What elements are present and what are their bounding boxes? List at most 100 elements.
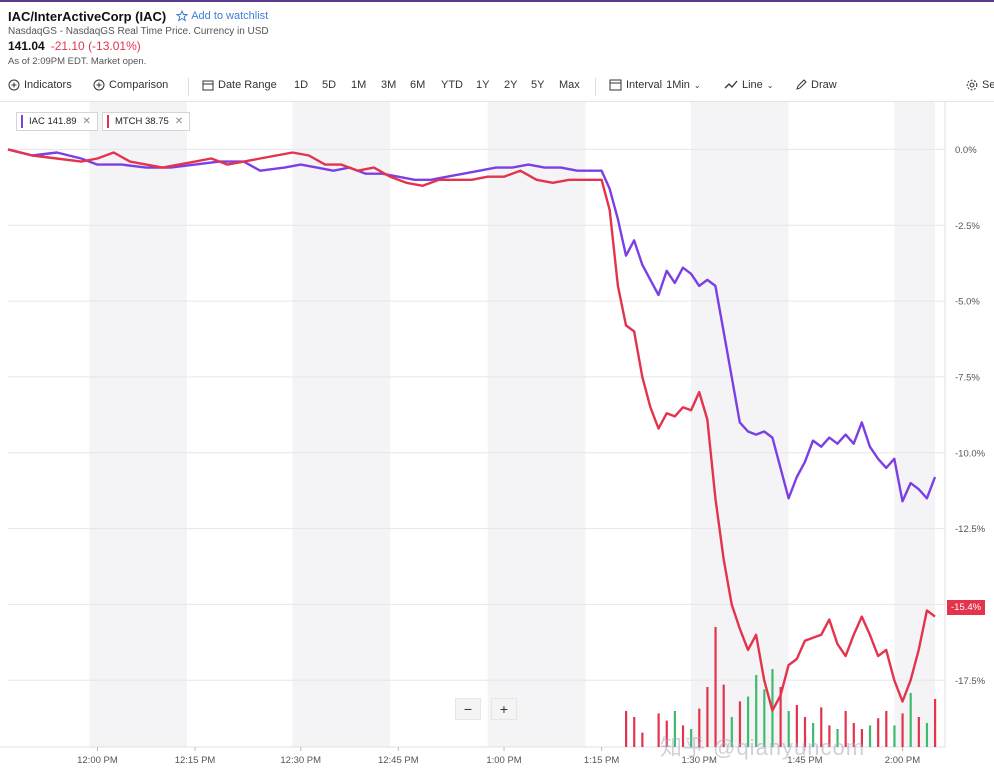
interval-value: 1Min: [666, 79, 690, 91]
volume-bar-2: [641, 732, 644, 747]
volume-bar-15: [755, 675, 758, 747]
range-6m[interactable]: 6M: [410, 79, 426, 91]
plus-circle-icon: [8, 79, 20, 91]
volume-bar-35: [917, 717, 920, 747]
shaded-time-band-3: [691, 102, 789, 747]
volume-bar-27: [852, 723, 855, 747]
draw-label: Draw: [811, 79, 837, 91]
range-2y[interactable]: 2Y: [504, 79, 518, 91]
x-tick-label-3: 12:45 PM: [378, 755, 419, 766]
volume-bar-9: [706, 687, 709, 747]
volume-bar-8: [698, 708, 701, 747]
x-tick-label-1: 12:15 PM: [175, 755, 216, 766]
chevron-down-icon: ⌄: [766, 80, 774, 90]
close-icon[interactable]: ✕: [82, 116, 91, 127]
add-to-watchlist-link[interactable]: Add to watchlist: [176, 10, 268, 22]
chip-iac-label: IAC 141.89: [29, 116, 77, 127]
zoom-controls: − +: [455, 698, 517, 720]
volume-bar-30: [877, 718, 880, 747]
volume-bar-18: [779, 687, 782, 747]
chart-type-select[interactable]: Line ⌄: [724, 79, 774, 91]
volume-bar-34: [909, 693, 912, 747]
chart-type-label: Line: [742, 79, 763, 91]
range-1d[interactable]: 1D: [294, 79, 309, 91]
x-tick-label-6: 1:30 PM: [681, 755, 716, 766]
indicators-button[interactable]: Indicators: [8, 79, 72, 91]
volume-bar-13: [738, 701, 742, 747]
calendar-icon: [202, 80, 214, 91]
chip-mtch[interactable]: MTCH 38.75 ✕: [101, 112, 191, 131]
draw-button[interactable]: Draw: [795, 79, 837, 91]
range-max[interactable]: Max: [559, 79, 580, 91]
series-color-marker: [106, 115, 109, 128]
volume-bar-37: [934, 699, 937, 747]
volume-bar-5: [673, 711, 676, 747]
chevron-down-icon: ⌄: [693, 80, 701, 90]
series-line-mtch: [7, 148, 936, 712]
pencil-icon: [796, 79, 807, 90]
top-accent-line: [0, 0, 994, 2]
interval-select[interactable]: Interval 1Min ⌄: [609, 79, 701, 91]
exchange-source: NasdaqGS - NasdaqGS Real Time Price. Cur…: [8, 26, 269, 37]
volume-bar-31: [885, 711, 888, 747]
range-5y[interactable]: 5Y: [531, 79, 545, 91]
zoom-in-button[interactable]: +: [491, 698, 517, 720]
y-tick-label-5: -12.5%: [955, 524, 986, 535]
price-change: -21.10 (-13.01%): [50, 39, 141, 53]
y-tick-label-0: 0.0%: [955, 145, 977, 156]
series-line-iac: [7, 148, 937, 503]
shaded-time-band-4: [894, 102, 935, 747]
chip-iac[interactable]: IAC 141.89 ✕: [16, 112, 98, 131]
volume-bar-24: [828, 725, 831, 747]
watermark: 知乎 @qianyuncom: [660, 735, 866, 760]
y-tick-label-3: -7.5%: [955, 372, 980, 383]
comparison-button[interactable]: Comparison: [93, 79, 168, 91]
volume-bar-10: [714, 627, 717, 747]
shaded-time-band-1: [292, 102, 391, 747]
quote-header: IAC/InterActiveCorp (IAC) Add to watchli…: [8, 7, 269, 68]
shaded-time-band-2: [487, 102, 586, 747]
y-tick-label-7: -17.5%: [955, 676, 986, 687]
series-color-marker: [21, 115, 23, 128]
chip-mtch-label: MTCH 38.75: [114, 116, 169, 127]
price-chart[interactable]: 0.0%-2.5%-5.0%-7.5%-10.0%-12.5%-15.0%-17…: [0, 102, 994, 768]
settings-button[interactable]: Se: [966, 79, 994, 91]
line-chart-icon: [724, 80, 738, 89]
volume-bar-26: [844, 711, 847, 747]
volume-bar-36: [925, 723, 929, 747]
volume-bar-19: [787, 711, 790, 747]
x-tick-label-5: 1:15 PM: [584, 755, 619, 766]
volume-bar-28: [860, 729, 864, 747]
comparison-chips: IAC 141.89 ✕ MTCH 38.75 ✕: [16, 112, 191, 131]
volume-bar-14: [746, 696, 750, 747]
volume-bar-21: [803, 717, 807, 747]
volume-bar-32: [893, 725, 896, 747]
toolbar-divider: [0, 101, 994, 102]
volume-bar-23: [820, 707, 823, 747]
star-icon: [176, 10, 189, 22]
date-range-button[interactable]: Date Range: [202, 79, 277, 91]
settings-label: Se: [982, 79, 994, 91]
interval-icon: [609, 79, 622, 91]
volume-bar-0: [625, 711, 628, 747]
x-tick-label-2: 12:30 PM: [280, 755, 321, 766]
comparison-label: Comparison: [109, 79, 169, 91]
gear-icon: [966, 79, 978, 91]
range-5d[interactable]: 5D: [322, 79, 337, 91]
shaded-time-band-0: [89, 102, 187, 747]
range-1m[interactable]: 1M: [351, 79, 367, 91]
close-icon[interactable]: ✕: [174, 116, 184, 127]
last-value-flag: -15.4%: [947, 600, 986, 615]
watchlist-label: Add to watchlist: [191, 10, 269, 22]
zoom-out-button[interactable]: −: [455, 698, 481, 720]
as-of-timestamp: As of 2:09PM EDT. Market open.: [8, 56, 147, 67]
x-tick-label-8: 2:00 PM: [885, 755, 920, 766]
range-1y[interactable]: 1Y: [476, 79, 490, 91]
volume-bar-33: [901, 713, 904, 747]
volume-bar-12: [730, 717, 733, 747]
range-ytd[interactable]: YTD: [441, 79, 463, 91]
volume-bar-11: [722, 684, 725, 747]
date-range-label: Date Range: [218, 79, 277, 91]
range-3m[interactable]: 3M: [381, 79, 397, 91]
volume-bar-4: [665, 720, 668, 747]
